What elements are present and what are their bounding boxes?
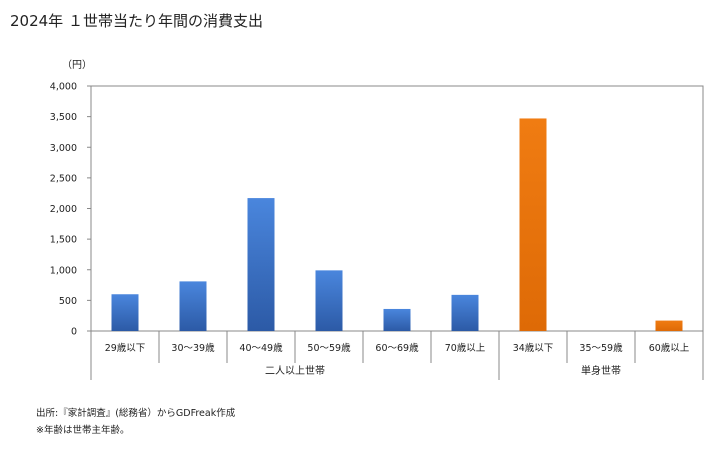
x-category-label: 30～39歳 [171, 342, 215, 354]
y-tick-label: 0 [71, 327, 77, 338]
x-category-label: 50～59歳 [307, 342, 351, 354]
x-group-label: 二人以上世帯 [265, 364, 325, 377]
age-note: ※年齢は世帯主年齢。 [36, 425, 130, 436]
x-category-label: 35～59歳 [579, 342, 623, 354]
bar [451, 294, 479, 331]
bar [179, 281, 207, 331]
y-axis-unit-label: （円） [62, 59, 92, 71]
y-tick-label: 4,000 [50, 82, 77, 93]
bar [519, 118, 547, 332]
bar [247, 198, 275, 331]
bar [315, 270, 343, 331]
x-category-label: 34歳以下 [513, 342, 554, 354]
y-tick-label: 2,500 [50, 173, 77, 184]
x-category-label: 60～69歳 [375, 342, 419, 354]
y-tick-label: 1,000 [50, 265, 77, 276]
chart-title: 2024年 １世帯当たり年間の消費支出 [10, 12, 263, 30]
bar [111, 294, 139, 331]
y-tick-label: 3,000 [50, 143, 77, 154]
y-tick-label: 2,000 [50, 204, 77, 215]
y-tick-label: 3,500 [50, 112, 77, 123]
x-group-label: 単身世帯 [581, 364, 621, 377]
y-tick-label: 1,500 [50, 235, 77, 246]
x-category-label: 29歳以下 [105, 342, 146, 354]
bar [383, 308, 411, 331]
x-category-label: 40～49歳 [239, 342, 283, 354]
bar [655, 320, 683, 331]
x-category-label: 70歳以上 [445, 342, 486, 354]
source-note: 出所:『家計調査』(総務省）からGDFreak作成 [36, 408, 236, 419]
y-tick-label: 500 [59, 296, 77, 307]
x-category-label: 60歳以上 [649, 342, 690, 354]
